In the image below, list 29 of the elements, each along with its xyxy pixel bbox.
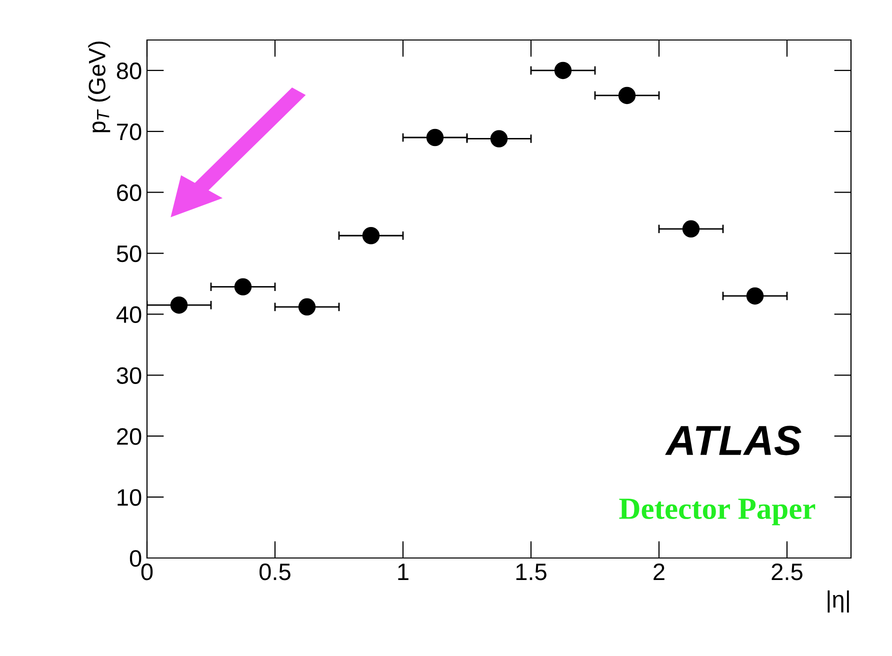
point — [746, 287, 764, 305]
y-axis-title: p$_{T}$ (GeV) — [88, 42, 110, 132]
y-tick-label: 50 — [116, 245, 142, 262]
y-tick-label: 0 — [130, 550, 142, 567]
x-tick-label: 1.5 — [516, 564, 546, 580]
point — [554, 62, 572, 80]
x-tick-label: 2.5 — [772, 563, 802, 580]
x-tick-label: 0.5 — [260, 563, 290, 580]
point — [362, 227, 380, 244]
x-tick-label: 2 — [654, 563, 664, 580]
y-tick-label: 60 — [117, 184, 142, 202]
x-axis-title: |η| — [828, 590, 849, 613]
point — [426, 128, 444, 146]
point — [298, 298, 316, 316]
annotation: Detector Paper — [619, 498, 816, 526]
y-tick-label: 30 — [116, 367, 142, 384]
y-tick-label: 80 — [116, 62, 142, 80]
y-tick-label: 70 — [117, 123, 142, 140]
annotation: ATLAS — [665, 426, 802, 456]
point — [682, 220, 700, 238]
x-tick-label: 1 — [398, 564, 408, 580]
y-tick-label: 40 — [116, 306, 142, 324]
x-tick-label: 0 — [141, 563, 153, 580]
point — [618, 86, 636, 104]
point — [490, 130, 508, 148]
point — [234, 278, 252, 296]
y-tick-label: 20 — [117, 428, 142, 445]
y-tick-label: 10 — [118, 489, 142, 506]
point — [170, 296, 188, 314]
